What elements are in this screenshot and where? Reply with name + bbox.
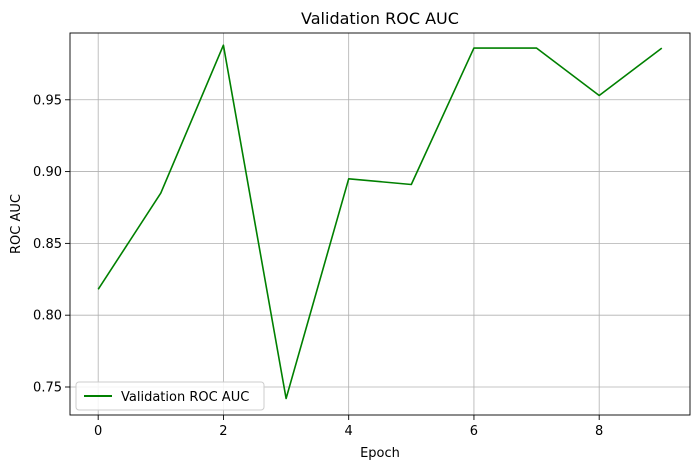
y-tick-label: 0.95 <box>33 93 62 108</box>
x-tick-label: 2 <box>219 424 227 439</box>
legend-box <box>75 381 265 411</box>
y-tick-label: 0.80 <box>33 309 62 324</box>
series-line <box>97 44 663 400</box>
x-tick-label: 8 <box>595 424 603 439</box>
legend-series-label: Validation ROC AUC <box>121 390 249 405</box>
x-tick-label: 0 <box>94 424 102 439</box>
chart-title: Validation ROC AUC <box>301 9 459 28</box>
y-tick-label: 0.85 <box>33 237 62 252</box>
axes-frame <box>69 32 691 416</box>
x-tick-label: 4 <box>345 424 353 439</box>
x-axis-ticks: 0 2 4 6 8 <box>94 415 603 439</box>
x-axis-label: Epoch <box>360 446 400 461</box>
grid-lines <box>70 33 690 415</box>
y-axis-label: ROC AUC <box>9 194 24 254</box>
y-tick-label: 0.75 <box>33 380 62 395</box>
x-tick-label: 6 <box>470 424 478 439</box>
legend: Validation ROC AUC <box>75 381 265 411</box>
plot-area <box>97 44 663 400</box>
y-tick-label: 0.90 <box>33 165 62 180</box>
y-axis-ticks: 0.75 0.80 0.85 0.90 0.95 <box>33 93 70 395</box>
